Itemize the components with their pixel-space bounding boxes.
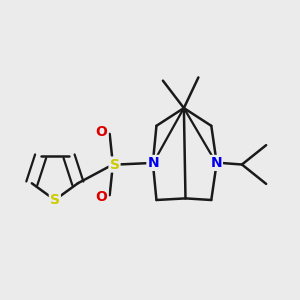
Text: N: N: [147, 156, 159, 170]
Text: N: N: [210, 156, 222, 170]
Text: O: O: [96, 190, 108, 204]
Text: O: O: [96, 125, 108, 139]
Text: S: S: [50, 193, 60, 207]
Text: S: S: [110, 158, 119, 172]
